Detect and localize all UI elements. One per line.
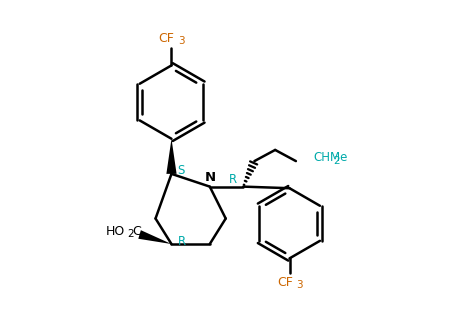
Text: HO: HO	[106, 225, 125, 238]
Polygon shape	[166, 139, 177, 174]
Text: CF: CF	[277, 276, 293, 289]
Text: CF: CF	[159, 33, 174, 45]
Text: 2: 2	[333, 156, 340, 166]
Text: 2: 2	[127, 229, 134, 239]
Text: 3: 3	[178, 36, 184, 47]
Polygon shape	[138, 230, 171, 244]
Text: N: N	[205, 171, 216, 184]
Text: S: S	[177, 164, 185, 177]
Text: C: C	[132, 225, 141, 238]
Text: R: R	[178, 235, 186, 248]
Text: 3: 3	[296, 280, 303, 290]
Text: CHMe: CHMe	[313, 152, 348, 164]
Text: R: R	[229, 173, 237, 186]
